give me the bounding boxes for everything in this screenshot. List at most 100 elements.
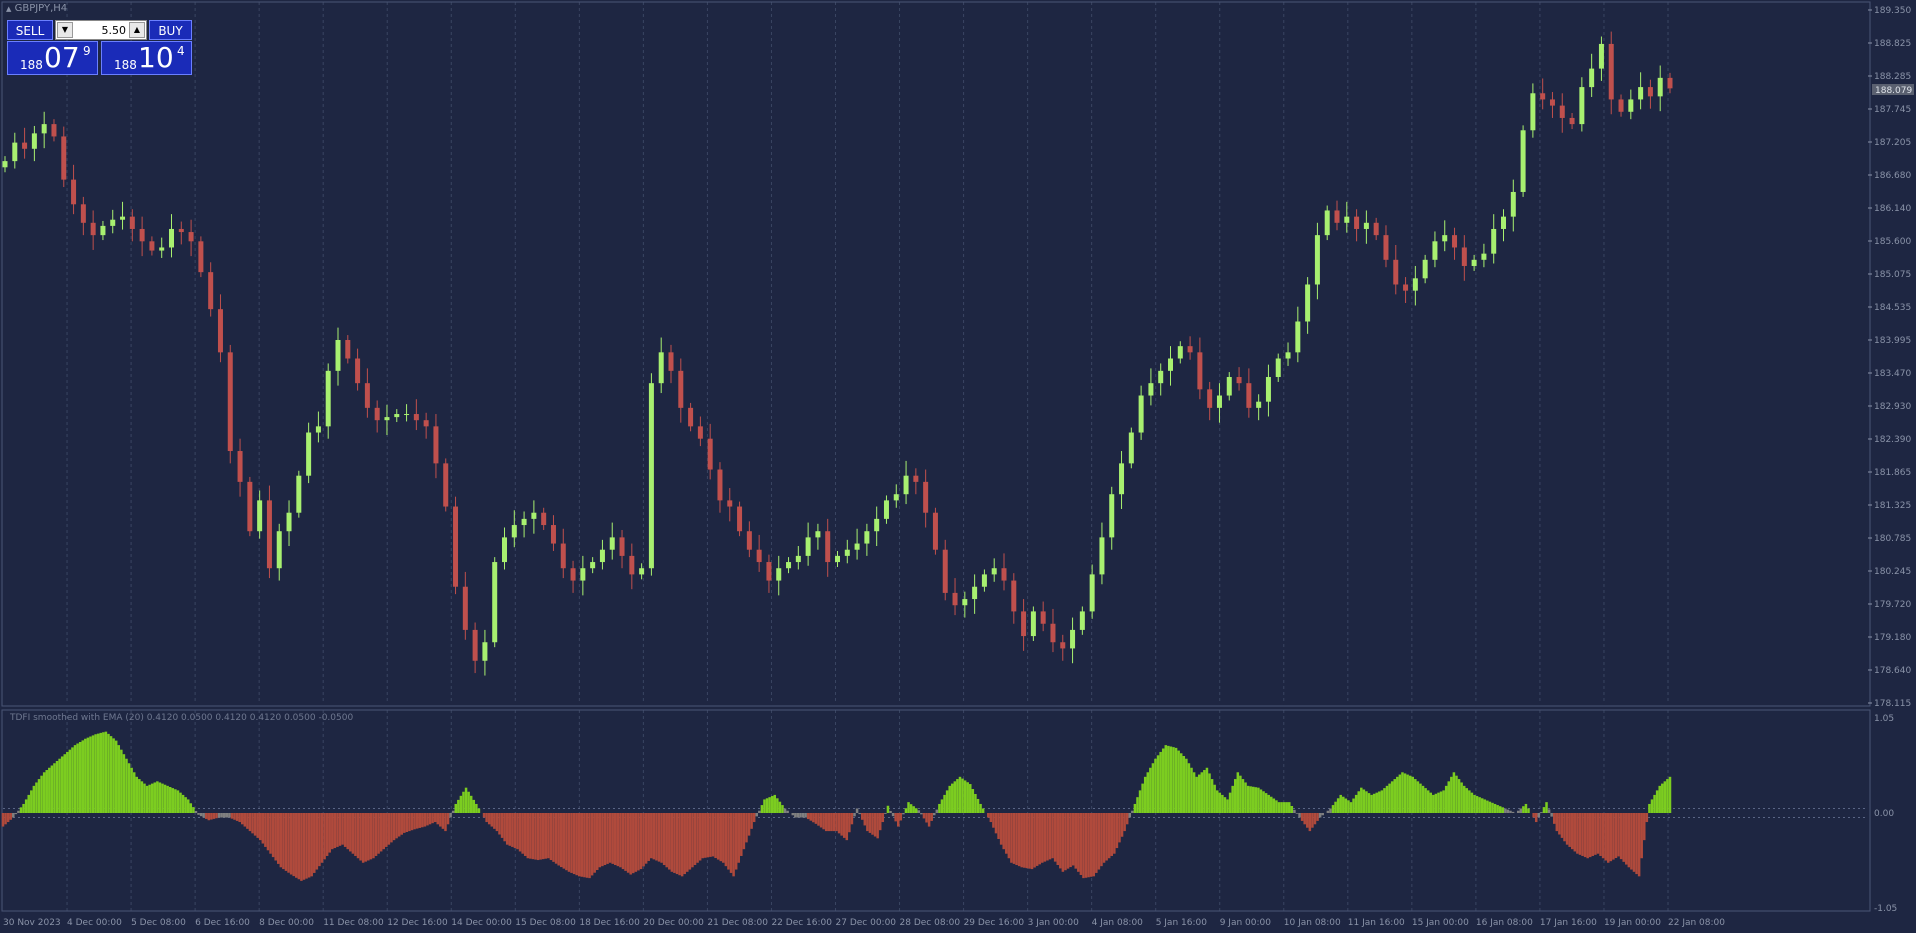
candle-body [1549, 99, 1555, 106]
candle [531, 500, 537, 534]
candle-body [1481, 253, 1487, 260]
candle [1481, 243, 1487, 268]
price-tick-label: 178.640 [1874, 666, 1911, 676]
lot-decrease-button[interactable]: ▼ [57, 22, 73, 38]
sell-button[interactable]: SELL [7, 20, 53, 40]
candle-body [1030, 611, 1036, 637]
candle-body [502, 537, 507, 563]
candle [1549, 92, 1555, 118]
candle [1119, 451, 1125, 510]
candle-body [668, 352, 674, 371]
time-tick-label: 30 Nov 2023 [3, 918, 61, 928]
candle [433, 414, 439, 479]
candle-body [188, 232, 194, 242]
candle [560, 528, 566, 579]
candle [217, 294, 223, 363]
candle [746, 521, 752, 558]
time-tick-label: 11 Jan 16:00 [1348, 918, 1405, 928]
candle-body [61, 136, 67, 180]
candle-body [1452, 235, 1458, 248]
candle-body [12, 142, 18, 162]
candle [1334, 200, 1340, 231]
candle [972, 574, 978, 614]
candle-body [923, 481, 929, 513]
candle-body [237, 451, 243, 482]
candle-body [1442, 235, 1448, 242]
candle-body [413, 414, 419, 421]
main-chart-frame [1, 1, 1871, 707]
candle [1109, 486, 1115, 550]
candle [1579, 77, 1585, 132]
candle [815, 523, 821, 550]
candle [854, 528, 860, 560]
candle-body [658, 352, 664, 384]
candle [1373, 217, 1379, 241]
price-tick-label: 185.600 [1874, 237, 1911, 247]
candle [1177, 341, 1183, 364]
candle [1285, 342, 1291, 366]
candle [1598, 36, 1604, 81]
candle-body [394, 414, 400, 418]
candle-body [345, 340, 351, 359]
candle-body [825, 531, 831, 563]
candle-body [1344, 216, 1350, 223]
candle-body [1011, 580, 1017, 612]
time-tick-label: 5 Dec 08:00 [131, 918, 186, 928]
candle [1128, 427, 1134, 469]
time-tick-label: 21 Dec 08:00 [707, 918, 768, 928]
sell-quote[interactable]: 188 07 9 [7, 41, 98, 75]
candle-body [286, 512, 292, 532]
candle-body [1412, 278, 1418, 291]
candle [1138, 385, 1144, 440]
candle [805, 522, 811, 566]
candle [1569, 113, 1575, 130]
candle-body [325, 370, 331, 427]
candle [51, 119, 57, 142]
chart-menu-icon[interactable]: ▲ [6, 5, 12, 13]
candle [1608, 31, 1614, 115]
candle-body [1324, 210, 1330, 236]
candle [90, 210, 96, 250]
time-tick-label: 4 Dec 00:00 [67, 918, 122, 928]
candle [1422, 254, 1428, 284]
candle [71, 164, 77, 215]
candle [1305, 277, 1311, 334]
candle [345, 335, 351, 364]
candle-body [1540, 93, 1546, 100]
candle-body [1119, 463, 1125, 495]
candle-body [541, 512, 547, 526]
candle [1344, 201, 1350, 233]
candle [962, 591, 968, 618]
candle-body [139, 228, 145, 242]
lot-increase-button[interactable]: ▲ [129, 22, 145, 38]
candle [1256, 394, 1262, 421]
time-tick-label: 20 Dec 00:00 [643, 918, 704, 928]
candle-body [1589, 68, 1595, 88]
candle [1148, 368, 1154, 406]
candle [776, 555, 782, 596]
candle [1158, 363, 1164, 396]
candle [443, 458, 449, 512]
candle-body [1491, 228, 1497, 254]
candlestick-series[interactable] [2, 31, 1673, 676]
candle [276, 523, 282, 581]
candle-body [2, 161, 8, 168]
time-tick-label: 15 Dec 08:00 [515, 918, 576, 928]
sell-quote-sup: 9 [83, 44, 91, 58]
candle [120, 201, 126, 230]
buy-quote[interactable]: 188 10 4 [101, 41, 192, 75]
buy-button[interactable]: BUY [149, 20, 192, 40]
buy-quote-sup: 4 [177, 44, 185, 58]
candle [717, 462, 723, 513]
candle [139, 216, 145, 257]
lot-size-input[interactable] [74, 21, 128, 39]
candle-body [746, 531, 752, 550]
current-price-marker: 188.079 [1872, 84, 1914, 96]
candle-body [766, 562, 772, 581]
candle [462, 571, 468, 640]
candle-body [844, 549, 850, 556]
price-tick-label: 179.180 [1874, 633, 1911, 643]
candle-body [1207, 389, 1213, 408]
candle [991, 558, 997, 582]
candle-body [482, 642, 488, 661]
